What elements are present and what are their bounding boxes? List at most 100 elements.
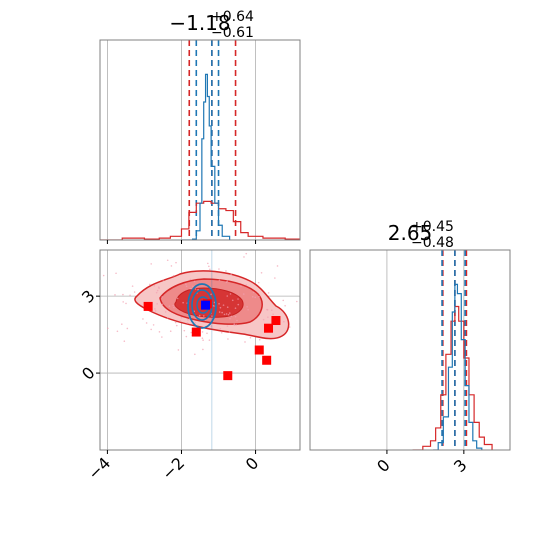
joint-faint-point — [123, 340, 126, 343]
joint-faint-point — [158, 331, 161, 333]
joint-faint-point — [170, 265, 173, 267]
joint-faint-point — [189, 278, 192, 281]
joint-faint-point — [207, 262, 209, 265]
joint-faint-point — [220, 331, 223, 334]
joint-faint-point — [226, 325, 229, 327]
joint-faint-point — [212, 304, 215, 307]
joint-faint-point — [194, 288, 197, 290]
joint-faint-point — [131, 285, 134, 287]
joint-faint-point — [148, 283, 151, 286]
joint-faint-point — [161, 303, 164, 306]
joint-faint-point — [190, 331, 193, 334]
marginal-y-title-sup: +0.45 — [411, 219, 454, 235]
joint-x-tick-label-2: 0 — [242, 453, 263, 474]
marginal-y-frame — [309, 249, 511, 451]
joint-faint-point — [194, 321, 197, 324]
joint-faint-point — [172, 304, 175, 307]
joint-faint-point — [202, 339, 204, 341]
joint-faint-point — [133, 291, 136, 293]
joint-faint-point — [185, 335, 188, 338]
joint-faint-point — [102, 274, 105, 277]
joint-faint-point — [162, 279, 164, 281]
joint-faint-point — [209, 268, 211, 271]
joint-faint-point — [201, 331, 204, 333]
joint-faint-point — [176, 297, 179, 300]
joint-faint-point — [244, 341, 246, 343]
joint-faint-point — [223, 313, 226, 316]
joint-faint-point — [145, 322, 148, 324]
joint-faint-point — [237, 298, 239, 300]
marginal-x-hist-narrow — [181, 73, 231, 240]
joint-faint-point — [226, 295, 229, 297]
joint-faint-point — [260, 271, 263, 274]
joint-red-point-0 — [143, 301, 153, 311]
marginal-y-hist-narrow — [433, 283, 483, 450]
joint-faint-point — [225, 313, 228, 315]
joint-faint-point — [172, 274, 175, 277]
marginal-x-title: −1.18 — [169, 11, 230, 35]
joint-faint-point — [247, 308, 249, 311]
joint-faint-point — [186, 322, 189, 324]
joint-y-tick-label-0: 0 — [78, 363, 99, 384]
joint-faint-point — [153, 285, 156, 287]
joint-faint-point — [252, 291, 255, 294]
joint-faint-point — [218, 279, 221, 282]
joint-faint-point — [185, 283, 187, 286]
joint-faint-point — [234, 307, 237, 309]
joint-faint-point — [228, 312, 231, 314]
marginal-x-title-value: −1.18 — [169, 11, 230, 35]
joint-faint-point — [243, 256, 245, 258]
joint-red-point-3 — [223, 371, 233, 381]
joint-faint-point — [180, 316, 183, 319]
joint-faint-point — [234, 315, 237, 318]
joint-faint-point — [183, 329, 186, 332]
joint-faint-point — [288, 326, 291, 328]
joint-faint-point — [122, 293, 124, 296]
joint-faint-point — [245, 284, 248, 286]
marginal-x-frame — [99, 39, 301, 241]
joint-faint-point — [227, 313, 230, 316]
joint-frame — [99, 249, 301, 451]
joint-faint-point — [266, 309, 269, 311]
right-x-tick-label-0: 0 — [373, 455, 394, 476]
joint-faint-point — [126, 327, 129, 330]
joint-faint-point — [166, 259, 169, 262]
joint-faint-point — [121, 323, 123, 325]
joint-red-point-6 — [264, 323, 274, 333]
joint-faint-point — [274, 277, 276, 279]
joint-faint-point — [229, 293, 232, 295]
joint-x-tick-label-1: −2 — [158, 453, 188, 483]
marginal-y-title: 2.65 — [388, 221, 433, 245]
joint-x-tick-label-0: −4 — [84, 453, 114, 483]
joint-faint-point — [206, 332, 208, 335]
joint-faint-point — [190, 287, 193, 290]
joint-faint-point — [115, 272, 117, 275]
marginal-y-title-value: 2.65 — [388, 221, 433, 245]
joint-faint-point — [296, 300, 298, 303]
joint-faint-point — [116, 330, 119, 333]
joint-faint-point — [225, 281, 228, 283]
joint-faint-point — [258, 295, 260, 298]
joint-faint-point — [284, 304, 286, 307]
joint-faint-point — [177, 349, 180, 351]
joint-faint-point — [166, 316, 169, 319]
joint-faint-point — [185, 285, 188, 288]
joint-faint-point — [276, 265, 279, 267]
joint-faint-point — [154, 308, 156, 310]
joint-red-point-7 — [271, 316, 281, 326]
joint-faint-point — [197, 288, 199, 291]
joint-faint-point — [114, 294, 116, 296]
joint-faint-point — [125, 302, 127, 305]
joint-faint-point — [194, 353, 196, 356]
joint-faint-point — [192, 285, 194, 288]
joint-faint-point — [161, 336, 163, 338]
joint-faint-point — [242, 293, 245, 295]
joint-faint-point — [175, 324, 178, 327]
joint-faint-point — [156, 303, 158, 305]
joint-faint-point — [227, 338, 229, 340]
joint-faint-point — [193, 280, 196, 283]
joint-faint-point — [240, 285, 242, 288]
joint-faint-point — [219, 328, 222, 330]
joint-faint-point — [267, 316, 269, 318]
